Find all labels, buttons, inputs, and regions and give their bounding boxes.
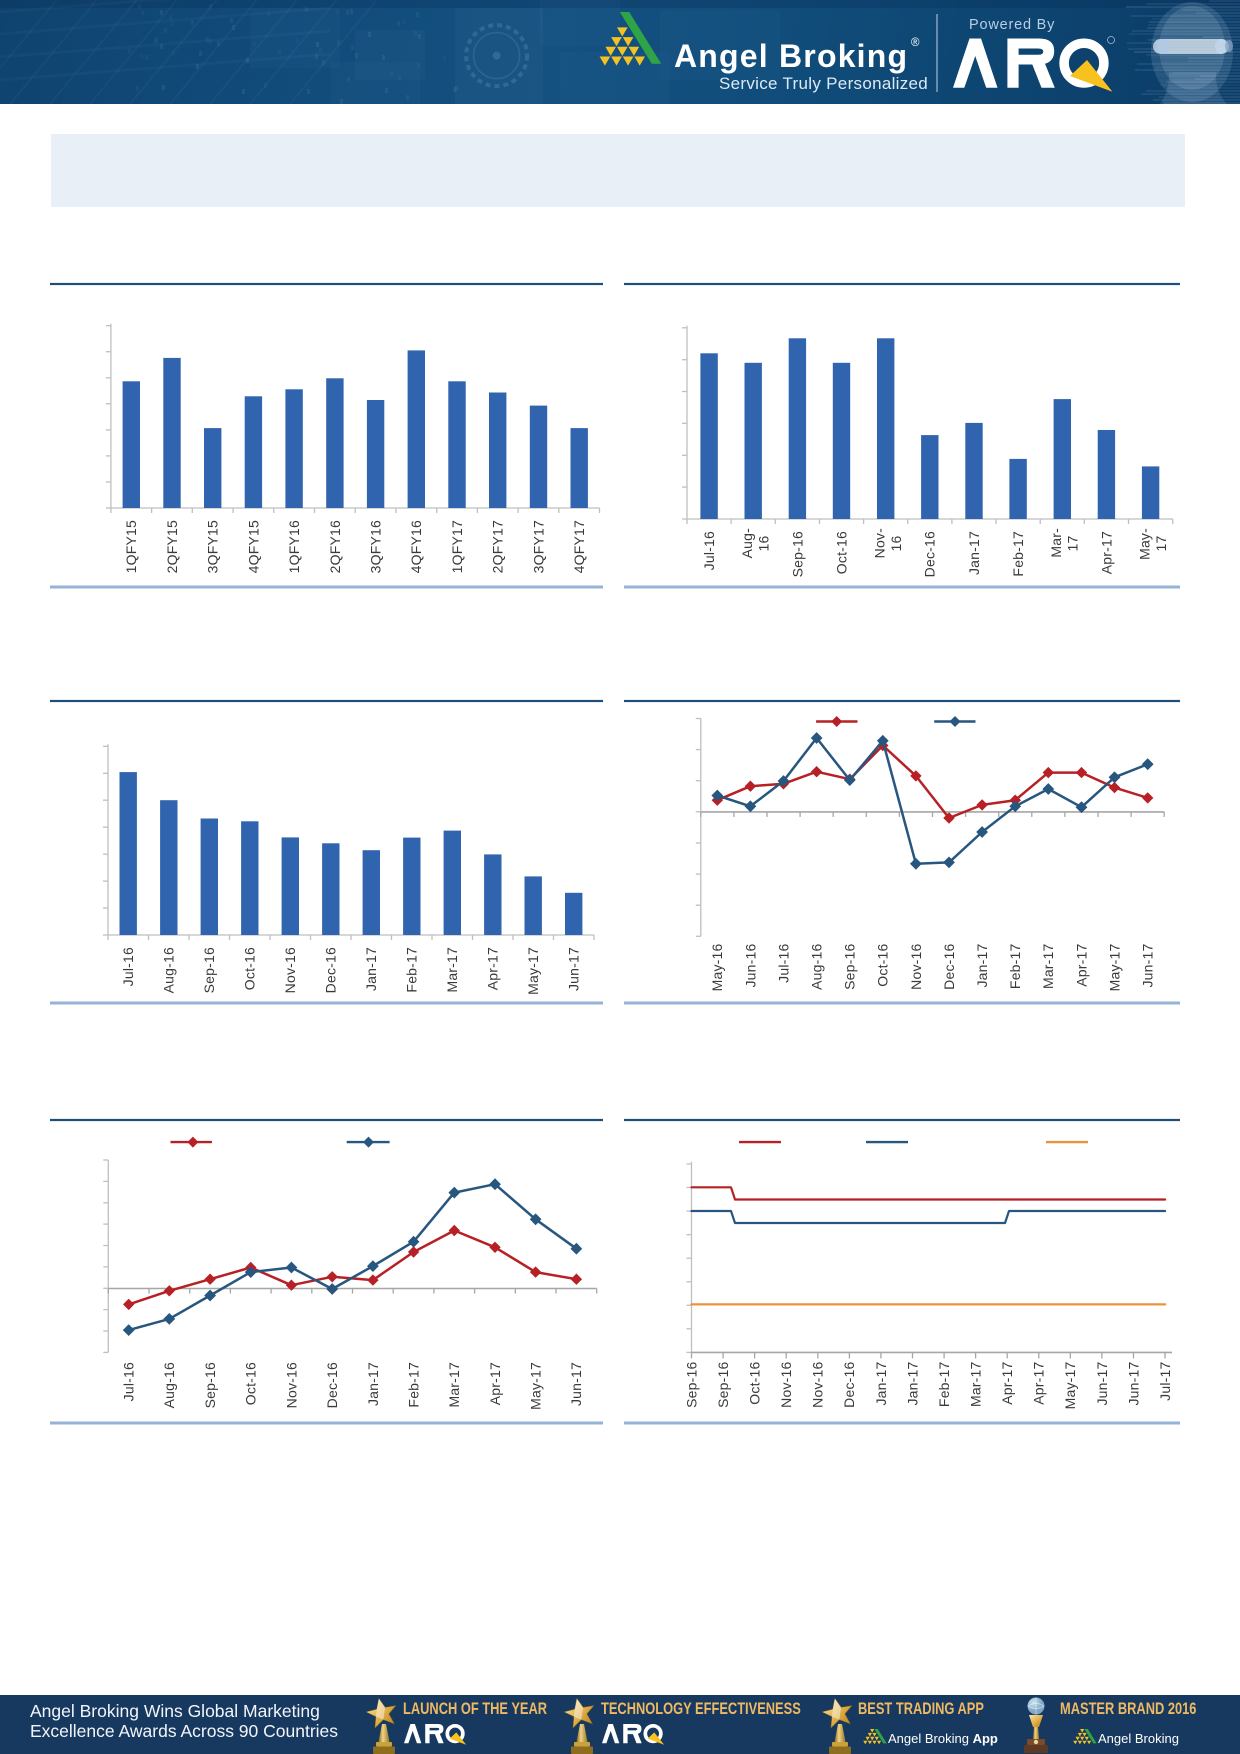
svg-text:Jun-17: Jun-17 [568,1362,584,1406]
svg-text:Jul-16: Jul-16 [775,943,791,982]
svg-text:Apr-17: Apr-17 [1073,944,1089,987]
svg-text:Oct-16: Oct-16 [243,1362,259,1405]
svg-text:Nov-16: Nov-16 [282,947,298,993]
svg-text:Aug-: Aug- [739,528,755,559]
svg-text:Jun-17: Jun-17 [566,947,582,991]
svg-text:17: 17 [1153,536,1169,552]
svg-text:Angel Broking: Angel Broking [1098,1731,1179,1746]
svg-text:Jul-16: Jul-16 [120,947,136,986]
svg-text:LAUNCH OF THE YEAR: LAUNCH OF THE YEAR [403,1701,547,1719]
svg-text:Sep-16: Sep-16 [202,1362,218,1408]
svg-text:Apr-17: Apr-17 [1098,531,1114,574]
svg-text:Aug-16: Aug-16 [161,1362,177,1408]
svg-text:Nov-16: Nov-16 [778,1361,794,1407]
svg-text:Jul-16: Jul-16 [701,531,717,570]
svg-text:Jul-17: Jul-17 [1157,1361,1173,1400]
svg-text:Mar-17: Mar-17 [446,1362,462,1408]
svg-text:2QFY16: 2QFY16 [327,520,343,573]
svg-text:Angel Broking: Angel Broking [674,38,908,74]
svg-text:Feb-17: Feb-17 [404,947,420,993]
svg-text:1QFY16: 1QFY16 [286,520,302,573]
svg-text:Jun-16: Jun-16 [742,943,758,987]
svg-text:Dec-16: Dec-16 [922,531,938,577]
svg-text:Jun-17: Jun-17 [1094,1361,1110,1405]
svg-text:3QFY15: 3QFY15 [205,520,221,573]
svg-text:Oct-16: Oct-16 [747,1361,763,1404]
svg-text:Oct-16: Oct-16 [833,531,849,574]
svg-text:Oct-16: Oct-16 [242,947,258,990]
svg-text:Jun-17: Jun-17 [1140,943,1156,987]
svg-text:®: ® [911,37,920,49]
svg-text:Nov-16: Nov-16 [283,1362,299,1408]
svg-text:Apr-17: Apr-17 [487,1362,503,1405]
svg-text:Angel Broking Wins Global Mark: Angel Broking Wins Global Marketing [30,1701,320,1721]
svg-text:Apr-17: Apr-17 [1031,1362,1047,1405]
svg-text:Nov-16: Nov-16 [908,943,924,989]
svg-text:Jan-17: Jan-17 [365,1362,381,1406]
svg-text:May-17: May-17 [1107,943,1123,991]
svg-text:Feb-17: Feb-17 [1007,943,1023,989]
svg-text:May-: May- [1137,528,1153,560]
svg-text:1QFY17: 1QFY17 [449,520,465,573]
svg-text:Dec-16: Dec-16 [841,1361,857,1407]
svg-text:Sep-16: Sep-16 [715,1362,731,1408]
svg-text:4QFY16: 4QFY16 [408,520,424,573]
svg-text:Mar-17: Mar-17 [444,947,460,993]
svg-text:16: 16 [756,536,772,552]
svg-text:17: 17 [1065,536,1081,552]
svg-text:Mar-: Mar- [1048,528,1064,558]
svg-text:Jan-17: Jan-17 [873,1361,889,1405]
svg-text:Jan-17: Jan-17 [904,1361,920,1405]
svg-text:Excellence Awards Across 90 Co: Excellence Awards Across 90 Countries [30,1721,338,1741]
svg-text:BEST TRADING APP: BEST TRADING APP [858,1701,984,1719]
svg-text:Jun-17: Jun-17 [1125,1361,1141,1405]
svg-text:Powered By: Powered By [969,17,1055,33]
svg-text:3QFY17: 3QFY17 [530,520,546,573]
svg-text:Jan-17: Jan-17 [966,531,982,575]
svg-text:Oct-16: Oct-16 [875,943,891,986]
svg-text:1QFY15: 1QFY15 [123,520,139,573]
svg-text:Jul-16: Jul-16 [121,1362,137,1401]
svg-text:Sep-16: Sep-16 [201,947,217,993]
svg-text:Sep-16: Sep-16 [842,944,858,990]
svg-text:2QFY15: 2QFY15 [164,520,180,573]
svg-text:Mar-17: Mar-17 [1040,943,1056,989]
svg-text:Sep-16: Sep-16 [683,1362,699,1408]
svg-text:Angel Broking App: Angel Broking App [888,1731,998,1746]
svg-text:Apr-17: Apr-17 [999,1362,1015,1405]
svg-text:Service Truly Personalized: Service Truly Personalized [719,74,928,93]
svg-text:Aug-16: Aug-16 [809,944,825,990]
svg-text:Nov-: Nov- [872,528,888,558]
svg-text:Dec-16: Dec-16 [324,1362,340,1408]
svg-text:Mar-17: Mar-17 [968,1361,984,1407]
svg-text:Dec-16: Dec-16 [323,947,339,993]
svg-text:TECHNOLOGY EFFECTIVENESS: TECHNOLOGY EFFECTIVENESS [601,1701,801,1719]
svg-text:Nov-16: Nov-16 [810,1361,826,1407]
svg-text:Sep-16: Sep-16 [789,531,805,577]
svg-text:Dec-16: Dec-16 [941,943,957,989]
svg-text:MASTER BRAND 2016: MASTER BRAND 2016 [1060,1701,1196,1719]
svg-text:Feb-17: Feb-17 [405,1362,421,1408]
svg-text:May-17: May-17 [525,947,541,995]
svg-text:16: 16 [888,536,904,552]
svg-text:May-17: May-17 [1062,1361,1078,1409]
svg-text:2QFY17: 2QFY17 [490,520,506,573]
svg-text:Aug-16: Aug-16 [161,947,177,993]
svg-text:Jan-17: Jan-17 [974,943,990,987]
svg-text:4QFY17: 4QFY17 [571,520,587,573]
svg-text:3QFY16: 3QFY16 [368,520,384,573]
svg-text:May-17: May-17 [528,1362,544,1410]
svg-text:Apr-17: Apr-17 [485,947,501,990]
svg-text:4QFY15: 4QFY15 [245,520,261,573]
svg-text:May-16: May-16 [709,943,725,991]
svg-text:Feb-17: Feb-17 [1010,531,1026,577]
svg-text:Jan-17: Jan-17 [363,947,379,991]
svg-text:Feb-17: Feb-17 [936,1361,952,1407]
